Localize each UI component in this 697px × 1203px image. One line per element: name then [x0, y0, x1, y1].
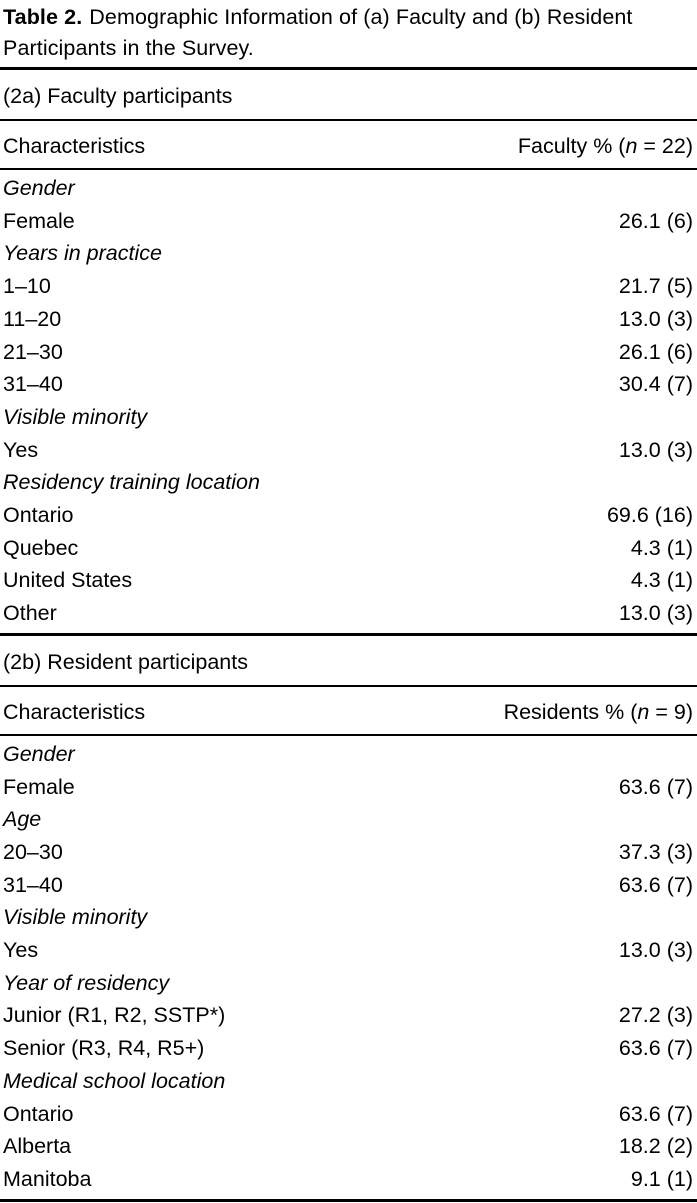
section-2a-header-value: Faculty % (n = 22)	[517, 134, 693, 158]
row-value: 26.1 (6)	[618, 339, 693, 364]
table-caption-text: Demographic Information of (a) Faculty a…	[3, 5, 633, 60]
category-row: Visible minority	[3, 401, 693, 434]
row-label: Yes	[3, 938, 39, 963]
section-2a-header-row: Characteristics Faculty % (n = 22)	[3, 121, 693, 168]
row-label: 31–40	[3, 372, 63, 397]
rule-2a-header-bottom	[0, 168, 697, 170]
data-row: Alberta 18.2 (2)	[3, 1130, 693, 1163]
data-row: Quebec 4.3 (1)	[3, 532, 693, 565]
section-2b-header-characteristics: Characteristics	[3, 699, 146, 724]
row-value: 21.7 (5)	[618, 274, 693, 299]
section-2b-header-row: Characteristics Residents % (n = 9)	[3, 687, 693, 734]
row-label: Age	[3, 807, 42, 832]
table-caption: Table 2. Demographic Information of (a) F…	[3, 2, 693, 64]
row-label: Quebec	[3, 535, 79, 560]
row-label: Medical school location	[3, 1068, 226, 1093]
row-label: Years in practice	[3, 241, 162, 266]
section-2a-header-characteristics: Characteristics	[3, 134, 146, 158]
data-row: Yes 13.0 (3)	[3, 434, 693, 467]
section-2b-rows: Gender Female 63.6 (7) Age 20–30 37.3 (3) 31–4…	[3, 736, 693, 1199]
data-row: 21–30 26.1 (6)	[3, 336, 693, 369]
table-caption-number: Table 2.	[3, 5, 83, 29]
row-value: 63.6 (7)	[618, 1101, 693, 1126]
row-value: 37.3 (3)	[618, 839, 693, 864]
row-label: 11–20	[3, 306, 62, 331]
row-label: Ontario	[3, 503, 74, 528]
category-row: Gender	[3, 172, 693, 205]
data-row: Ontario 63.6 (7)	[3, 1098, 693, 1131]
row-value: 63.6 (7)	[618, 1036, 693, 1061]
row-label: 31–40	[3, 872, 63, 897]
rule-bottom	[0, 1198, 697, 1202]
section-2a-subtitle: (2a) Faculty participants	[3, 84, 233, 108]
row-value: 4.3 (1)	[630, 535, 693, 560]
data-row: Female 63.6 (7)	[3, 771, 693, 804]
n-variable: n	[637, 699, 650, 724]
category-row: Age	[3, 803, 693, 836]
row-label: Gender	[3, 176, 75, 200]
category-row: Years in practice	[3, 237, 693, 270]
section-2a-rows: Gender Female 26.1 (6) Years in practice 1–1…	[3, 170, 693, 633]
category-row: Residency training location	[3, 466, 693, 499]
row-value: 69.6 (16)	[606, 503, 693, 528]
section-2b-header-value: Residents % (n = 9)	[503, 699, 693, 724]
row-value: 27.2 (3)	[618, 1003, 693, 1028]
data-row: Other 13.0 (3)	[3, 597, 693, 630]
row-label: Yes	[3, 437, 39, 462]
row-label: Junior (R1, R2, SSTP*)	[3, 1003, 226, 1028]
category-row: Medical school location	[3, 1065, 693, 1098]
data-row: United States 4.3 (1)	[3, 564, 693, 597]
category-row: Visible minority	[3, 901, 693, 934]
data-row: Ontario 69.6 (16)	[3, 499, 693, 532]
row-label: Female	[3, 208, 75, 233]
data-row: Female 26.1 (6)	[3, 205, 693, 238]
section-2b-subtitle: (2b) Resident participants	[3, 649, 248, 674]
rule-section-divider	[0, 632, 697, 636]
row-value: 13.0 (3)	[618, 306, 693, 331]
category-row: Year of residency	[3, 967, 693, 1000]
row-value: 13.0 (3)	[618, 601, 693, 626]
row-label: 1–10	[3, 274, 51, 299]
row-label: Gender	[3, 741, 75, 766]
rule-2a-subtitle-bottom	[0, 119, 697, 121]
row-label: 21–30	[3, 339, 63, 364]
row-value: 9.1 (1)	[630, 1166, 693, 1191]
row-value: 30.4 (7)	[618, 372, 693, 397]
row-label: Residency training location	[3, 470, 260, 495]
row-value: 18.2 (2)	[618, 1134, 693, 1159]
data-row: 31–40 30.4 (7)	[3, 368, 693, 401]
row-value: 63.6 (7)	[618, 872, 693, 897]
n-variable: n	[625, 134, 638, 158]
data-row: Junior (R1, R2, SSTP*) 27.2 (3)	[3, 999, 693, 1032]
row-label: Other	[3, 601, 57, 626]
row-value: 13.0 (3)	[618, 938, 693, 963]
row-value: 26.1 (6)	[618, 208, 693, 233]
category-row: Gender	[3, 738, 693, 771]
row-label: Ontario	[3, 1101, 74, 1126]
row-value: 4.3 (1)	[630, 568, 693, 593]
row-label: Manitoba	[3, 1166, 92, 1191]
rule-2b-subtitle-bottom	[0, 684, 697, 687]
data-row: Yes 13.0 (3)	[3, 934, 693, 967]
row-value: 63.6 (7)	[618, 774, 693, 799]
data-row: 11–20 13.0 (3)	[3, 303, 693, 336]
row-label: Alberta	[3, 1134, 72, 1159]
data-row: Manitoba 9.1 (1)	[3, 1163, 693, 1196]
row-label: Visible minority	[3, 905, 148, 930]
data-row: 1–10 21.7 (5)	[3, 270, 693, 303]
row-label: 20–30	[3, 839, 63, 864]
data-row: Senior (R3, R4, R5+) 63.6 (7)	[3, 1032, 693, 1065]
row-label: Senior (R3, R4, R5+)	[3, 1036, 205, 1061]
rule-top	[0, 67, 697, 70]
row-value: 13.0 (3)	[618, 437, 693, 462]
data-row: 20–30 37.3 (3)	[3, 836, 693, 869]
data-row: 31–40 63.6 (7)	[3, 869, 693, 902]
row-label: Visible minority	[3, 404, 148, 429]
row-label: Female	[3, 774, 75, 799]
row-label: United States	[3, 568, 133, 593]
row-label: Year of residency	[3, 970, 170, 995]
rule-2b-header-bottom	[0, 733, 697, 736]
